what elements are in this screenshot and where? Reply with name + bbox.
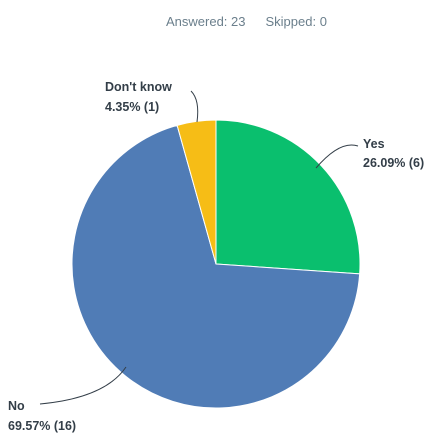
leader-line-no xyxy=(39,366,127,405)
leader-line-dont-know xyxy=(190,90,199,123)
data-label-yes-name: Yes xyxy=(363,137,385,151)
pie-slice-no xyxy=(71,124,361,409)
data-label-dont-know-value: 4.35% (1) xyxy=(105,100,159,114)
data-label-no-name: No xyxy=(8,399,25,413)
data-label-dont-know-name: Don't know xyxy=(105,80,172,94)
callout-dont-know: Don't know 4.35% (1) xyxy=(105,80,199,123)
pie-slice-yes xyxy=(215,119,361,275)
callout-yes: Yes 26.09% (6) xyxy=(315,137,424,170)
pie-slices xyxy=(71,119,361,409)
answered-count: Answered: 23 xyxy=(166,14,246,29)
data-label-yes-value: 26.09% (6) xyxy=(363,156,424,170)
response-summary: Answered: 23 Skipped: 0 xyxy=(166,14,327,29)
data-label-no-value: 69.57% (16) xyxy=(8,419,76,433)
pie-slice-don-t-know xyxy=(176,119,217,265)
callout-no: No 69.57% (16) xyxy=(8,366,127,433)
skipped-count: Skipped: 0 xyxy=(265,14,327,29)
leader-line-yes xyxy=(315,144,359,169)
